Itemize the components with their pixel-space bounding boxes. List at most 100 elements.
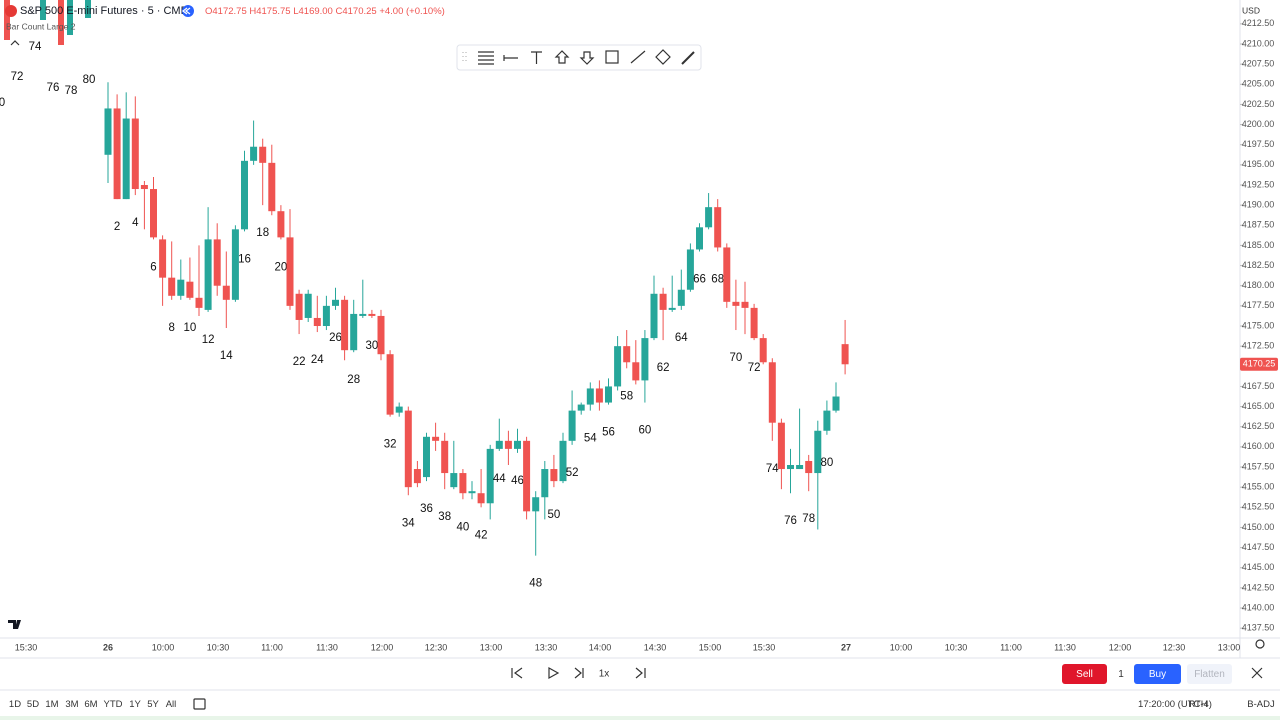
candle-body bbox=[696, 227, 703, 250]
timeframe-button[interactable]: All bbox=[166, 699, 177, 710]
flatten-button[interactable] bbox=[1187, 664, 1232, 684]
close-icon[interactable] bbox=[1251, 667, 1263, 679]
bar-count-label: 78 bbox=[65, 85, 78, 97]
brush-tool[interactable] bbox=[681, 51, 695, 65]
timeframe-button[interactable]: 5D bbox=[27, 699, 39, 710]
collapse-icon[interactable] bbox=[10, 40, 20, 46]
candle-body bbox=[777, 422, 785, 470]
candle-body bbox=[686, 249, 694, 290]
candle-body bbox=[796, 465, 804, 470]
candle-body bbox=[277, 211, 285, 238]
timeframe-button[interactable]: 5Y bbox=[147, 699, 159, 710]
bar-count-label: 20 bbox=[275, 261, 288, 273]
path-tool[interactable] bbox=[655, 49, 671, 65]
y-tick-label: 4137.50 bbox=[1242, 623, 1275, 633]
arrow-up-tool[interactable] bbox=[554, 50, 570, 64]
candle-body bbox=[423, 436, 430, 478]
y-tick-label: 4187.50 bbox=[1242, 220, 1275, 230]
timeframe-button[interactable]: YTD bbox=[104, 699, 123, 710]
flatten-label[interactable]: Flatten bbox=[1194, 669, 1225, 680]
candle-body bbox=[559, 440, 567, 482]
bar-count-label: 24 bbox=[311, 354, 324, 366]
session[interactable]: RTH bbox=[1188, 699, 1207, 710]
bar-count-label: 52 bbox=[566, 467, 579, 479]
bar-count-label: 40 bbox=[457, 521, 470, 533]
prev-candle bbox=[85, 0, 91, 18]
jump-start-icon[interactable] bbox=[511, 667, 523, 679]
y-tick-label: 4202.50 bbox=[1242, 99, 1275, 109]
x-tick-label: 27 bbox=[841, 642, 851, 652]
rectangle-tool[interactable] bbox=[605, 50, 619, 64]
candle-body bbox=[104, 108, 112, 155]
candle-body bbox=[122, 118, 130, 200]
buy-label[interactable]: Buy bbox=[1149, 669, 1166, 680]
settings-icon[interactable] bbox=[1255, 639, 1265, 649]
candle-body bbox=[486, 448, 494, 504]
horizontal-ray-tool[interactable] bbox=[503, 55, 518, 61]
x-tick-label: 11:30 bbox=[1054, 642, 1076, 652]
x-tick-label: 13:00 bbox=[1218, 642, 1241, 652]
speed[interactable]: 1x bbox=[599, 669, 610, 680]
x-tick-label: 26 bbox=[103, 642, 113, 652]
candle-body bbox=[477, 493, 485, 504]
x-tick-label: 13:30 bbox=[535, 642, 558, 652]
x-tick-label: 15:30 bbox=[15, 642, 38, 652]
y-tick-label: 4140.00 bbox=[1242, 602, 1275, 612]
arrow-down-tool[interactable] bbox=[579, 51, 595, 65]
y-tick-label: 4192.50 bbox=[1242, 179, 1275, 189]
clock[interactable]: 17:20:00 (UTC-4) bbox=[1138, 699, 1212, 710]
candle-body bbox=[150, 189, 157, 238]
bar-count-label: 10 bbox=[184, 322, 197, 334]
candle-body bbox=[841, 344, 849, 365]
lines-tool[interactable] bbox=[478, 51, 494, 65]
bar-count-label: 34 bbox=[402, 517, 415, 529]
timeframe-button[interactable]: 1Y bbox=[129, 699, 141, 710]
candle-body bbox=[605, 386, 612, 403]
bar-count-label: 54 bbox=[584, 433, 597, 445]
sell-label[interactable]: Sell bbox=[1076, 669, 1093, 680]
symbol-title[interactable]: S&P 500 E-mini Futures · 5 · CME bbox=[20, 5, 188, 17]
x-tick-label: 13:00 bbox=[480, 642, 503, 652]
currency-label[interactable]: USD bbox=[1242, 5, 1260, 15]
adjustment[interactable]: B-ADJ bbox=[1247, 699, 1275, 710]
drawing-toolbar bbox=[456, 44, 702, 71]
timeframe-button[interactable]: 1D bbox=[9, 699, 21, 710]
bottom-strip bbox=[0, 716, 1280, 720]
candle-body bbox=[595, 388, 603, 403]
text-tool[interactable] bbox=[531, 51, 542, 64]
y-tick-label: 4177.50 bbox=[1242, 300, 1275, 310]
bar-count-label: 60 bbox=[639, 425, 652, 437]
candle-body bbox=[231, 229, 239, 300]
ohlc: O4172.75 H4175.75 L4169.00 C4170.25 +4.0… bbox=[205, 6, 445, 17]
candle-body bbox=[450, 473, 458, 488]
y-tick-label: 4197.50 bbox=[1242, 139, 1275, 149]
trend-line-tool[interactable] bbox=[630, 50, 646, 64]
bar-count-label: 6 bbox=[150, 261, 156, 273]
prev-candle bbox=[40, 0, 46, 20]
play-icon[interactable] bbox=[548, 666, 560, 680]
drag-handle[interactable] bbox=[462, 52, 467, 61]
y-tick-label: 4157.50 bbox=[1242, 461, 1275, 471]
replay-icon[interactable] bbox=[182, 5, 194, 17]
bar-count-label: 4 bbox=[132, 217, 139, 229]
candle-body bbox=[823, 410, 831, 431]
step-icon[interactable] bbox=[574, 667, 584, 679]
buy-button[interactable] bbox=[1134, 664, 1181, 684]
timeframe-button[interactable]: 6M bbox=[84, 699, 97, 710]
jump-end-icon[interactable] bbox=[635, 667, 646, 679]
timeframe-button[interactable]: 1M bbox=[45, 699, 58, 710]
ohlc-change: +4.00 (+0.10%) bbox=[379, 6, 445, 17]
candle-body bbox=[668, 307, 676, 310]
timeframe-button[interactable]: 3M bbox=[65, 699, 78, 710]
tv-logo[interactable] bbox=[8, 620, 21, 629]
ohlc-high: H4175.75 bbox=[249, 6, 290, 17]
sell-button[interactable] bbox=[1062, 664, 1107, 684]
y-tick-label: 4147.50 bbox=[1242, 542, 1275, 552]
quantity[interactable]: 1 bbox=[1118, 669, 1124, 680]
x-tick-label: 15:00 bbox=[699, 642, 722, 652]
indicator-label[interactable]: Bar Count Large 2 bbox=[6, 21, 76, 31]
calendar-icon[interactable] bbox=[193, 698, 206, 710]
bar-count-label: 46 bbox=[511, 475, 524, 487]
x-tick-label: 12:30 bbox=[425, 642, 448, 652]
